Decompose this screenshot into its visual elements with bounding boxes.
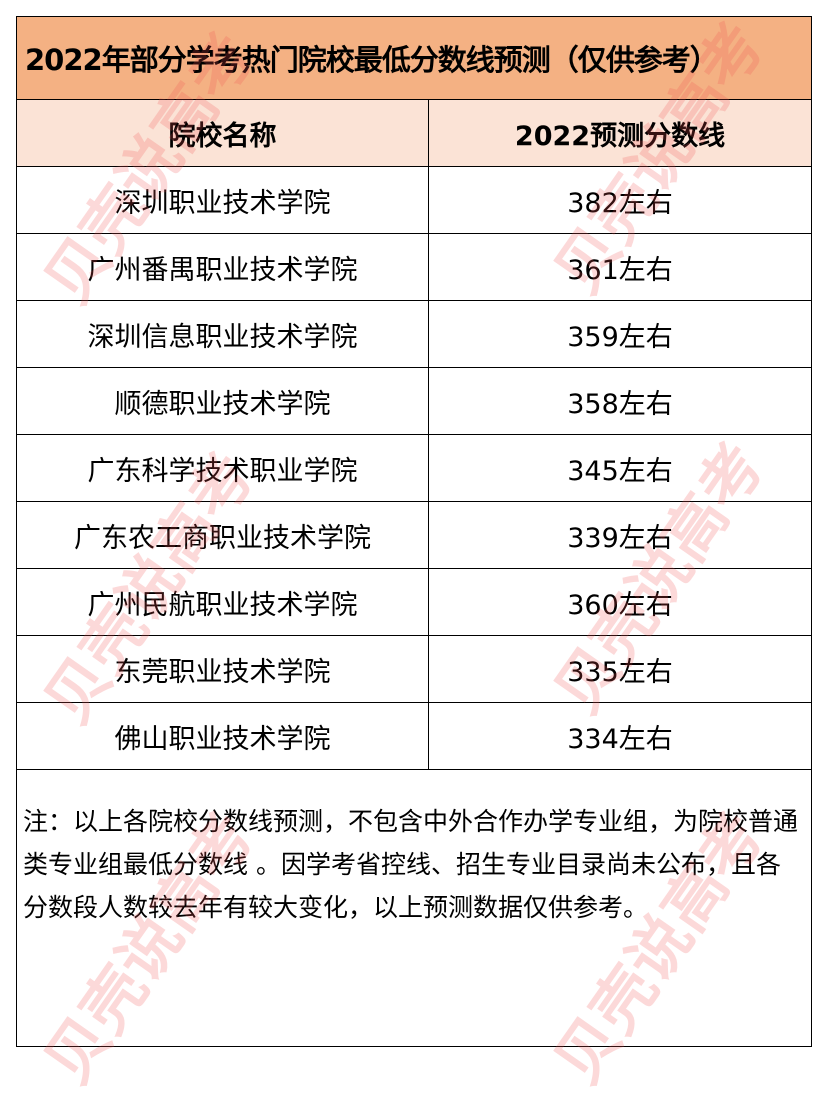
score-table: 2022年部分学考热门院校最低分数线预测（仅供参考） 院校名称 2022预测分数… (16, 16, 812, 1047)
predicted-score: 358左右 (428, 367, 812, 435)
header-school: 院校名称 (16, 99, 429, 167)
school-name: 广东农工商职业技术学院 (16, 501, 429, 569)
school-name: 深圳信息职业技术学院 (16, 300, 429, 368)
school-name: 佛山职业技术学院 (16, 702, 429, 770)
table-row: 深圳信息职业技术学院 359左右 (16, 300, 812, 368)
school-name: 广州番禺职业技术学院 (16, 233, 429, 301)
table-row: 广州民航职业技术学院 360左右 (16, 568, 812, 636)
table-row: 深圳职业技术学院 382左右 (16, 166, 812, 234)
table-row: 广东科学技术职业学院 345左右 (16, 434, 812, 502)
school-name: 广州民航职业技术学院 (16, 568, 429, 636)
school-name: 深圳职业技术学院 (16, 166, 429, 234)
school-name: 东莞职业技术学院 (16, 635, 429, 703)
school-name: 顺德职业技术学院 (16, 367, 429, 435)
table-row: 广东农工商职业技术学院 339左右 (16, 501, 812, 569)
school-name: 广东科学技术职业学院 (16, 434, 429, 502)
predicted-score: 361左右 (428, 233, 812, 301)
table-row: 佛山职业技术学院 334左右 (16, 702, 812, 770)
predicted-score: 359左右 (428, 300, 812, 368)
predicted-score: 382左右 (428, 166, 812, 234)
predicted-score: 335左右 (428, 635, 812, 703)
predicted-score: 339左右 (428, 501, 812, 569)
predicted-score: 345左右 (428, 434, 812, 502)
header-score: 2022预测分数线 (428, 99, 812, 167)
table-row: 东莞职业技术学院 335左右 (16, 635, 812, 703)
predicted-score: 360左右 (428, 568, 812, 636)
predicted-score: 334左右 (428, 702, 812, 770)
footnote: 注：以上各院校分数线预测，不包含中外合作办学专业组，为院校普通类专业组最低分数线… (16, 769, 812, 1047)
table-title: 2022年部分学考热门院校最低分数线预测（仅供参考） (16, 16, 812, 100)
table-row: 广州番禺职业技术学院 361左右 (16, 233, 812, 301)
table-row: 顺德职业技术学院 358左右 (16, 367, 812, 435)
